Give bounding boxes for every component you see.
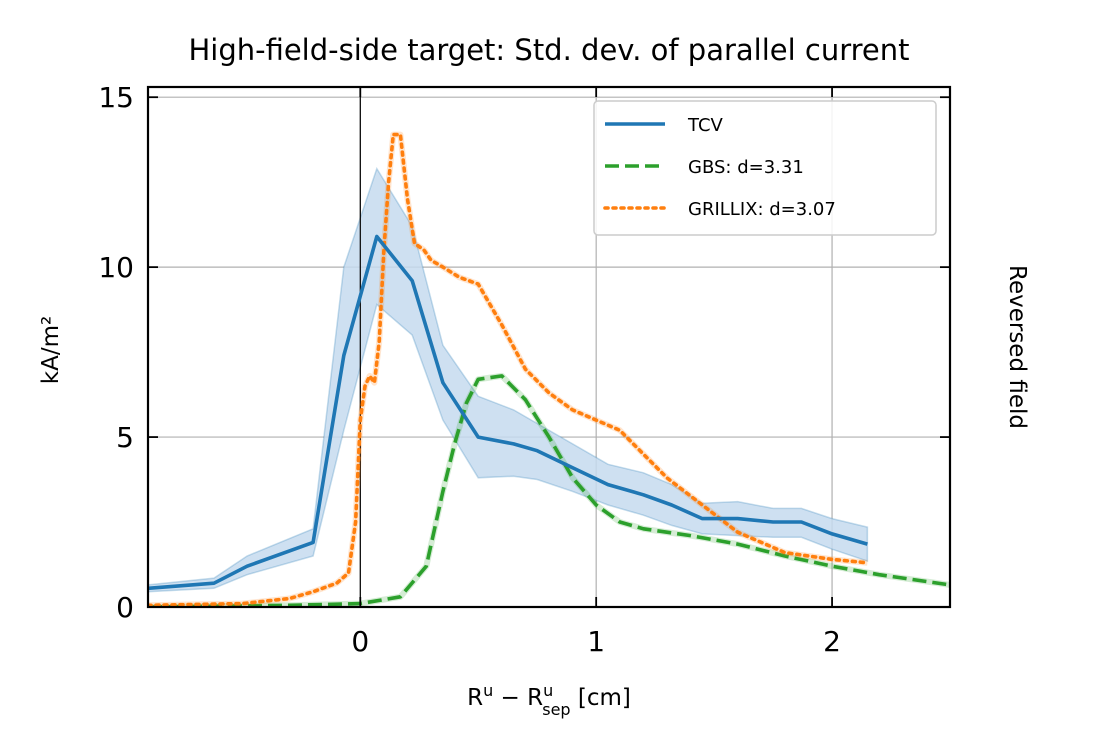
x-axis-label-sub2: sep xyxy=(542,700,570,719)
chart-title: High-field-side target: Std. dev. of par… xyxy=(188,33,909,67)
y-tick-label: 0 xyxy=(116,591,134,624)
tcv-band-area xyxy=(148,166,869,593)
legend-label-tcv: TCV xyxy=(687,115,724,136)
y-axis-label: kA/m² xyxy=(38,316,64,384)
x-axis-label-main: R xyxy=(467,685,483,711)
legend-label-grillix: GRILLIX: d=3.07 xyxy=(688,199,836,220)
series-line-tcv xyxy=(148,234,868,591)
x-axis-label-sup1: u xyxy=(483,681,493,700)
plot-frame xyxy=(146,85,952,609)
series-line-gbs xyxy=(148,374,950,607)
legend-label-gbs: GBS: d=3.31 xyxy=(688,157,804,178)
x-axis-label: Ru − Ru sep [cm] xyxy=(467,681,631,719)
x-tick-label: 1 xyxy=(587,625,605,658)
axis-tick-labels: 0 1 2 0 5 10 15 xyxy=(98,81,841,658)
x-axis-label-minus: − R xyxy=(493,685,543,711)
y-tick-label: 10 xyxy=(98,251,134,284)
x-tick-label: 2 xyxy=(823,625,841,658)
legend: TCV GBS: d=3.31 GRILLIX: d=3.07 xyxy=(593,100,937,236)
x-axis-label-unit: [cm] xyxy=(571,685,631,711)
legend-box xyxy=(593,100,937,236)
reversed-field-label: Reversed field xyxy=(1004,265,1030,429)
tcv-uncertainty-band xyxy=(148,166,869,593)
series-line-grillix xyxy=(148,132,870,607)
series-lines xyxy=(148,131,950,607)
x-axis-label-sup2: u xyxy=(543,681,553,700)
axis-ticks xyxy=(148,87,950,608)
x-tick-label: 0 xyxy=(351,625,369,658)
y-tick-label: 15 xyxy=(98,81,134,114)
y-tick-label: 5 xyxy=(116,421,134,454)
